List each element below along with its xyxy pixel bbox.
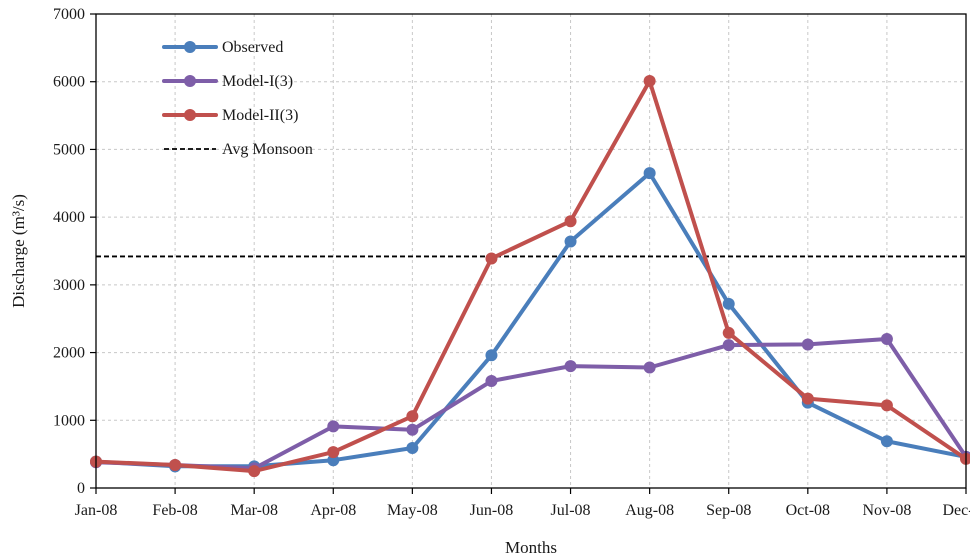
data-point [722,339,735,352]
legend-label: Model-II(3) [222,107,298,124]
x-tick-label: Sep-08 [706,502,751,519]
data-point [406,410,419,423]
data-point [169,458,182,471]
data-point [327,446,340,459]
y-tick-label: 5000 [53,141,85,158]
x-tick-label: Dec-08 [942,502,970,519]
x-tick-label: Feb-08 [152,502,197,519]
data-point [643,75,656,88]
data-series [90,75,970,478]
data-point [643,361,656,374]
legend: Observed Model-I(3) Model-II(3) Avg Monsoon [162,39,313,158]
data-point [485,252,498,265]
legend-item: Model-I(3) [162,73,293,90]
y-tick-label: 3000 [53,277,85,294]
legend-item: Observed [162,39,283,56]
data-point [801,392,814,405]
series-line [94,79,968,474]
data-point [801,338,814,351]
series-model-i-3- [90,333,970,475]
x-tick-label: Oct-08 [786,502,830,519]
y-axis-title: Discharge (m³/s) [9,194,28,308]
series-observed [90,167,970,473]
data-point [880,435,893,448]
axes: 0 1000 2000 3000 4000 5000 6000 7000 Jan-08 Feb-0… [53,6,970,519]
legend-swatch-marker [184,75,196,87]
x-axis-title: Months [505,538,557,557]
legend-item: Model-II(3) [162,107,298,124]
data-point [643,167,656,180]
data-point [485,375,498,388]
x-tick-label: Nov-08 [862,502,911,519]
data-point [406,423,419,436]
data-point [880,333,893,346]
data-point [248,465,261,478]
x-tick-label: Jul-08 [551,502,591,519]
plot-frame [95,13,967,489]
data-point [722,326,735,339]
x-tick-label: Apr-08 [310,502,356,519]
x-tick-label: Mar-08 [230,502,278,519]
data-point [327,420,340,433]
data-point [564,235,577,248]
legend-swatch-marker [184,41,196,53]
legend-swatch-marker [184,109,196,121]
legend-label: Observed [222,39,283,56]
x-tick-label: May-08 [387,502,438,519]
y-tick-label: 6000 [53,74,85,91]
data-point [880,399,893,412]
y-tick-label: 7000 [53,6,85,23]
series-line [94,337,968,471]
legend-label: Model-I(3) [222,73,293,90]
y-tick-label: 2000 [53,345,85,362]
y-tick-label: 4000 [53,209,85,226]
data-point [406,442,419,455]
legend-item: Avg Monsoon [164,141,313,158]
legend-label: Avg Monsoon [222,141,313,158]
series-model-ii-3- [90,75,970,478]
data-point [722,297,735,310]
data-point [564,215,577,228]
data-point [960,452,970,465]
x-tick-label: Jan-08 [75,502,118,519]
gridlines [96,14,966,488]
x-tick-label: Aug-08 [625,502,674,519]
x-tick-label: Jun-08 [470,502,514,519]
y-tick-label: 0 [77,480,85,497]
data-point [485,349,498,362]
data-point [564,360,577,373]
y-tick-label: 1000 [53,412,85,429]
